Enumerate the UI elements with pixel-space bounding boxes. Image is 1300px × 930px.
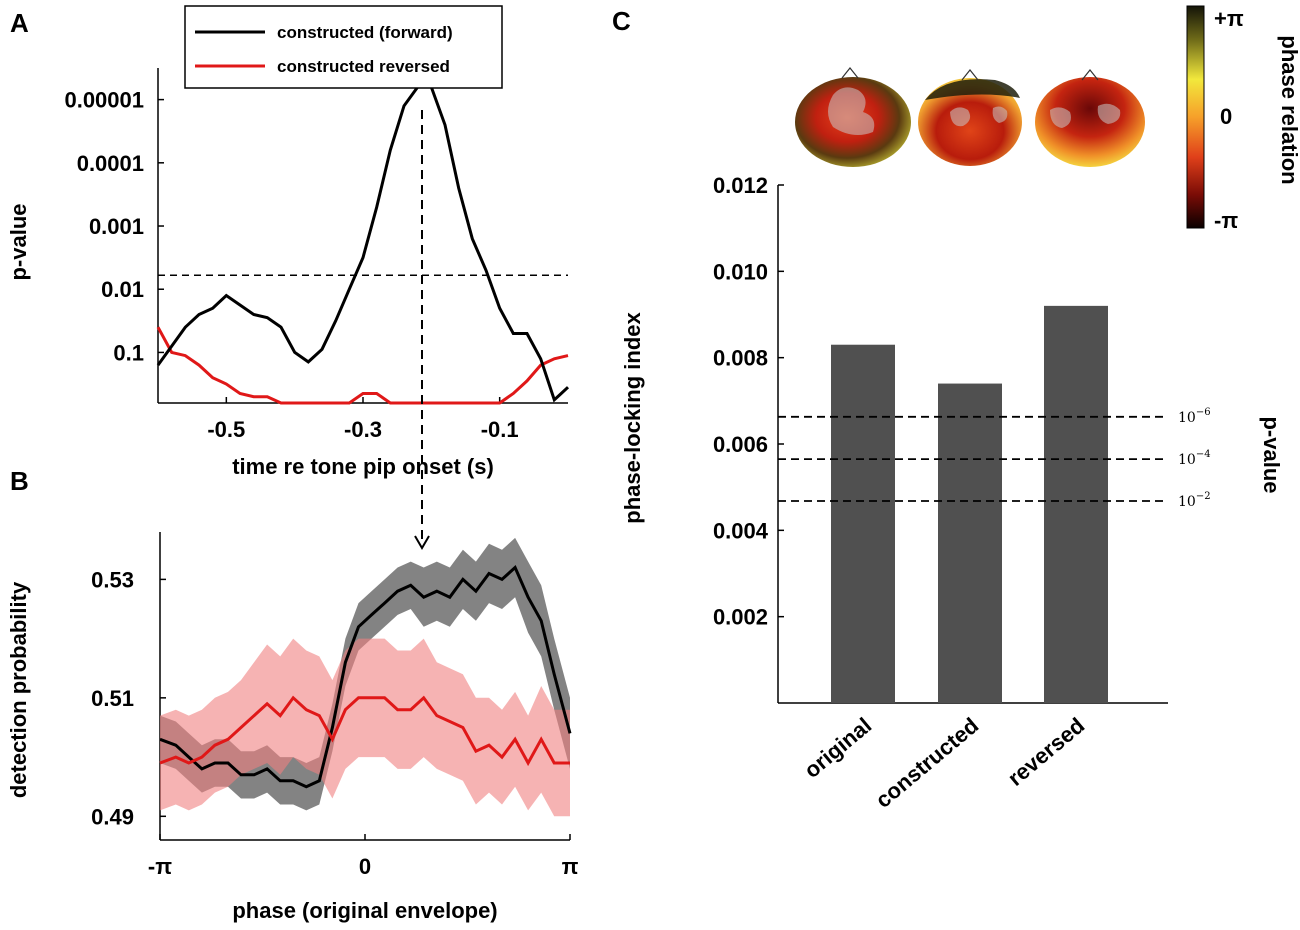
legend-entry-reversed: constructed reversed xyxy=(277,57,450,76)
panel-b-y-label: detection probability xyxy=(6,581,31,798)
series-band-reversed xyxy=(160,638,570,817)
panel-a-y-tick-label: 0.01 xyxy=(101,277,144,302)
topo-mask-constructed xyxy=(950,106,1008,127)
colorbar-tick-plus-pi: +π xyxy=(1214,6,1244,31)
topo-map-original xyxy=(795,67,911,167)
significance-label: 10−4 xyxy=(1178,449,1211,468)
panel-a-y-tick-label: 0.1 xyxy=(113,340,144,365)
topo-mask-reversed xyxy=(1050,103,1121,128)
panel-a-y-label: p-value xyxy=(6,203,31,280)
panel-c-y-tick-label: 0.008 xyxy=(713,346,768,371)
panel-a-y-tick-label: 0.001 xyxy=(89,214,144,239)
panel-c-y-label: phase-locking index xyxy=(620,311,645,523)
panel-c-y-tick-label: 0.004 xyxy=(713,518,769,543)
panel-c-y-tick-label: 0.002 xyxy=(713,605,768,630)
bar-original xyxy=(831,344,895,703)
panel-label-a: A xyxy=(10,8,29,38)
panel-b-y-tick-label: 0.51 xyxy=(91,686,134,711)
bar-reversed xyxy=(1044,305,1108,703)
topo-head-constructed xyxy=(918,78,1022,166)
panel-b-x-tick-label: π xyxy=(562,854,579,879)
series-line-forward xyxy=(156,67,570,403)
category-label-reversed: reversed xyxy=(1003,713,1089,791)
panel-a-legend: constructed (forward) constructed revers… xyxy=(184,5,503,89)
panel-b-x-tick-label: -π xyxy=(148,854,172,879)
category-label-original: original xyxy=(799,713,876,783)
panel-a-x-tick-label: -0.3 xyxy=(344,417,382,442)
series-line-forward xyxy=(159,564,572,789)
panel-b-x-label: phase (original envelope) xyxy=(232,898,497,923)
legend-box xyxy=(184,5,503,89)
topo-head-reversed xyxy=(1035,77,1145,167)
series-band-forward xyxy=(160,537,570,811)
topo-nose-original xyxy=(841,67,859,79)
series-line-reversed xyxy=(159,695,570,767)
peak-arrow xyxy=(414,110,430,550)
topo-dark-region-constructed xyxy=(925,79,1020,100)
panel-a-x-label: time re tone pip onset (s) xyxy=(232,454,494,479)
colorbar-label: phase relation xyxy=(1277,35,1300,184)
category-label-constructed: constructed xyxy=(871,713,984,813)
legend-entry-forward: constructed (forward) xyxy=(277,23,453,42)
panel-a-y-tick-label: 0.0001 xyxy=(77,151,144,176)
colorbar-tick-zero: 0 xyxy=(1220,104,1232,129)
panel-label-c: C xyxy=(612,6,631,36)
panel-a-chart: 0.1 0.01 0.001 0.0001 0.00001 -0.5 -0.3 -0.1 t… xyxy=(6,5,570,479)
panel-a-x-tick-label: -0.1 xyxy=(481,417,519,442)
panel-a-x-tick-label: -0.5 xyxy=(207,417,245,442)
significance-label: 10−6 xyxy=(1178,407,1211,426)
panel-b-chart: 0.49 0.51 0.53 -π 0 π phase (original envelo… xyxy=(6,532,579,923)
topo-nose-constructed xyxy=(961,69,979,81)
panel-c-chart: +π 0 -π phase relation 10−6 10−4 10−2 0.00… xyxy=(620,5,1300,813)
panel-b-x-tick-label: 0 xyxy=(359,854,371,879)
series-line-reversed xyxy=(156,326,569,405)
panel-label-b: B xyxy=(10,466,29,496)
peak-arrow-head xyxy=(414,535,430,550)
significance-label: 10−2 xyxy=(1178,491,1211,510)
panel-c-y-tick-label: 0.010 xyxy=(713,259,768,284)
panel-c-y-tick-label: 0.012 xyxy=(713,173,768,198)
panel-a-y-tick-label: 0.00001 xyxy=(64,88,144,113)
panel-c-right-label: p-value xyxy=(1259,416,1284,493)
panel-b-y-tick-label: 0.49 xyxy=(91,804,134,829)
topo-map-constructed xyxy=(918,69,1022,166)
panel-c-y-tick-label: 0.006 xyxy=(713,432,768,457)
topo-nose-reversed xyxy=(1081,69,1099,81)
phase-colorbar xyxy=(1186,5,1205,229)
colorbar-tick-minus-pi: -π xyxy=(1214,208,1238,233)
bar-constructed xyxy=(938,383,1002,703)
topo-mask-original xyxy=(828,87,875,136)
panel-b-y-tick-label: 0.53 xyxy=(91,567,134,592)
topo-map-reversed xyxy=(1035,69,1145,167)
